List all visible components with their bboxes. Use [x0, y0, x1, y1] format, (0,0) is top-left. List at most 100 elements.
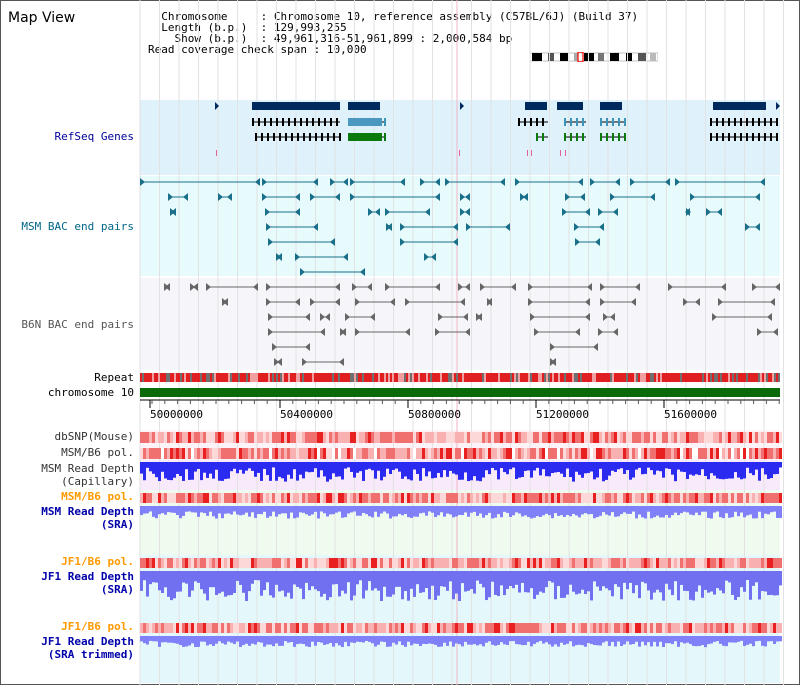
polymorphism-cell: [380, 558, 383, 568]
polymorphism-cell: [419, 558, 422, 568]
polymorphism-cell: [521, 558, 524, 568]
exon: [606, 133, 608, 141]
polymorphism-cell: [308, 623, 311, 633]
track-label-refseq[interactable]: RefSeq Genes: [54, 130, 134, 143]
read-depth-bar: [455, 571, 458, 594]
repeat-block: [634, 373, 636, 382]
polymorphism-cell: [242, 448, 245, 459]
polymorphism-cell: [407, 493, 410, 503]
read-depth-bar: [152, 462, 155, 474]
read-depth-bar: [374, 571, 377, 589]
b6n-bac-pair: [341, 328, 346, 336]
repeat-block: [390, 373, 392, 382]
read-depth-bar: [707, 462, 710, 480]
region-info: Chromosome : Chromosome 10, reference as…: [148, 11, 638, 55]
polymorphism-cell: [701, 623, 704, 633]
read-depth-bar: [485, 462, 488, 471]
repeat-block: [192, 373, 194, 382]
polymorphism-cell: [542, 448, 545, 459]
read-depth-bar: [344, 636, 347, 642]
read-depth-bar: [680, 636, 683, 643]
read-depth-bar: [746, 462, 749, 468]
repeat-block: [428, 373, 430, 382]
read-depth-bar: [335, 462, 338, 477]
read-depth-bar: [386, 506, 389, 514]
polymorphism-cell: [242, 493, 245, 503]
polymorphism-cell: [647, 493, 650, 503]
polymorphism-cell: [446, 558, 449, 568]
read-depth-bar: [284, 462, 287, 482]
chromosome-ideogram[interactable]: [530, 52, 658, 62]
polymorphism-cell: [347, 432, 350, 443]
polymorphism-cell: [260, 493, 263, 503]
read-depth-bar: [164, 571, 167, 588]
read-depth-bar: [764, 462, 767, 475]
polymorphism-cell: [545, 623, 548, 633]
read-depth-bar: [230, 636, 233, 643]
polymorphism-cell: [143, 432, 146, 443]
track-label-b6n-bac[interactable]: B6N BAC end pairs: [21, 318, 134, 331]
polymorphism-cell: [269, 448, 272, 459]
polymorphism-cell: [452, 448, 455, 459]
read-depth-bar: [500, 506, 503, 518]
msm-bac-pair: [500, 178, 505, 186]
read-depth-bar: [545, 636, 548, 643]
repeat-block: [440, 373, 442, 382]
read-depth-bar: [401, 506, 404, 516]
read-depth-bar: [581, 462, 584, 478]
repeat-block: [236, 373, 238, 382]
b6n-bac-pair: [266, 298, 271, 306]
polymorphism-cell: [518, 493, 521, 503]
polymorphism-cell: [551, 623, 554, 633]
ruler-tick-label: 51200000: [536, 408, 589, 421]
read-depth-bar: [179, 571, 182, 592]
polymorphism-cell: [488, 432, 491, 443]
exon: [776, 118, 778, 126]
msm-bac-pair: [295, 193, 300, 201]
polymorphism-cell: [362, 448, 365, 459]
repeat-block: [586, 373, 588, 382]
track-label-msm-read-depth-cap: MSM Read Depth (Capillary): [41, 462, 134, 488]
polymorphism-cell: [335, 623, 338, 633]
polymorphism-cell: [575, 623, 578, 633]
polymorphism-cell: [560, 623, 563, 633]
polymorphism-cell: [452, 432, 455, 443]
read-depth-bar: [605, 462, 608, 480]
exon: [716, 133, 718, 141]
read-depth-bar: [404, 636, 407, 647]
repeat-block: [618, 373, 620, 382]
read-depth-bar: [197, 462, 200, 469]
read-depth-bar: [470, 571, 473, 590]
polymorphism-cell: [281, 493, 284, 503]
msm-bac-pair: [590, 178, 595, 186]
polymorphism-cell: [719, 623, 722, 633]
polymorphism-cell: [317, 448, 320, 459]
polymorphism-cell: [344, 558, 347, 568]
polymorphism-cell: [185, 623, 188, 633]
polymorphism-cell: [200, 448, 203, 459]
polymorphism-cell: [452, 493, 455, 503]
b6n-bac-pair: [277, 358, 282, 366]
track-label-msm-bac[interactable]: MSM BAC end pairs: [21, 220, 134, 233]
polymorphism-cell: [458, 493, 461, 503]
polymorphism-cell: [470, 558, 473, 568]
repeat-block: [330, 373, 332, 382]
polymorphism-cell: [596, 558, 599, 568]
polymorphism-cell: [719, 432, 722, 443]
repeat-block: [244, 373, 246, 382]
polymorphism-cell: [455, 448, 458, 459]
polymorphism-cell: [263, 558, 266, 568]
read-depth-bar: [557, 571, 560, 587]
polymorphism-cell: [494, 558, 497, 568]
read-depth-bar: [233, 506, 236, 512]
polymorphism-cell: [557, 448, 560, 459]
read-depth-bar: [266, 636, 269, 645]
read-depth-bar: [596, 636, 599, 646]
polymorphism-cell: [383, 493, 386, 503]
polymorphism-cell: [374, 432, 377, 443]
polymorphism-cell: [299, 493, 302, 503]
repeat-block: [616, 373, 618, 382]
read-depth-bar: [188, 636, 191, 646]
polymorphism-cell: [395, 493, 398, 503]
